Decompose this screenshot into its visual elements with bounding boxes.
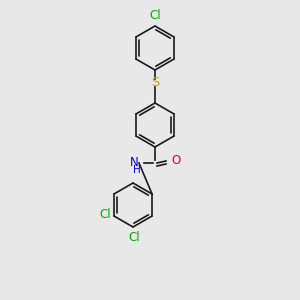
Text: S: S xyxy=(151,76,159,89)
Text: H: H xyxy=(133,165,141,175)
Text: Cl: Cl xyxy=(149,9,161,22)
Text: Cl: Cl xyxy=(128,231,140,244)
Text: Cl: Cl xyxy=(99,208,111,221)
Text: O: O xyxy=(171,154,180,167)
Text: N: N xyxy=(130,155,139,169)
